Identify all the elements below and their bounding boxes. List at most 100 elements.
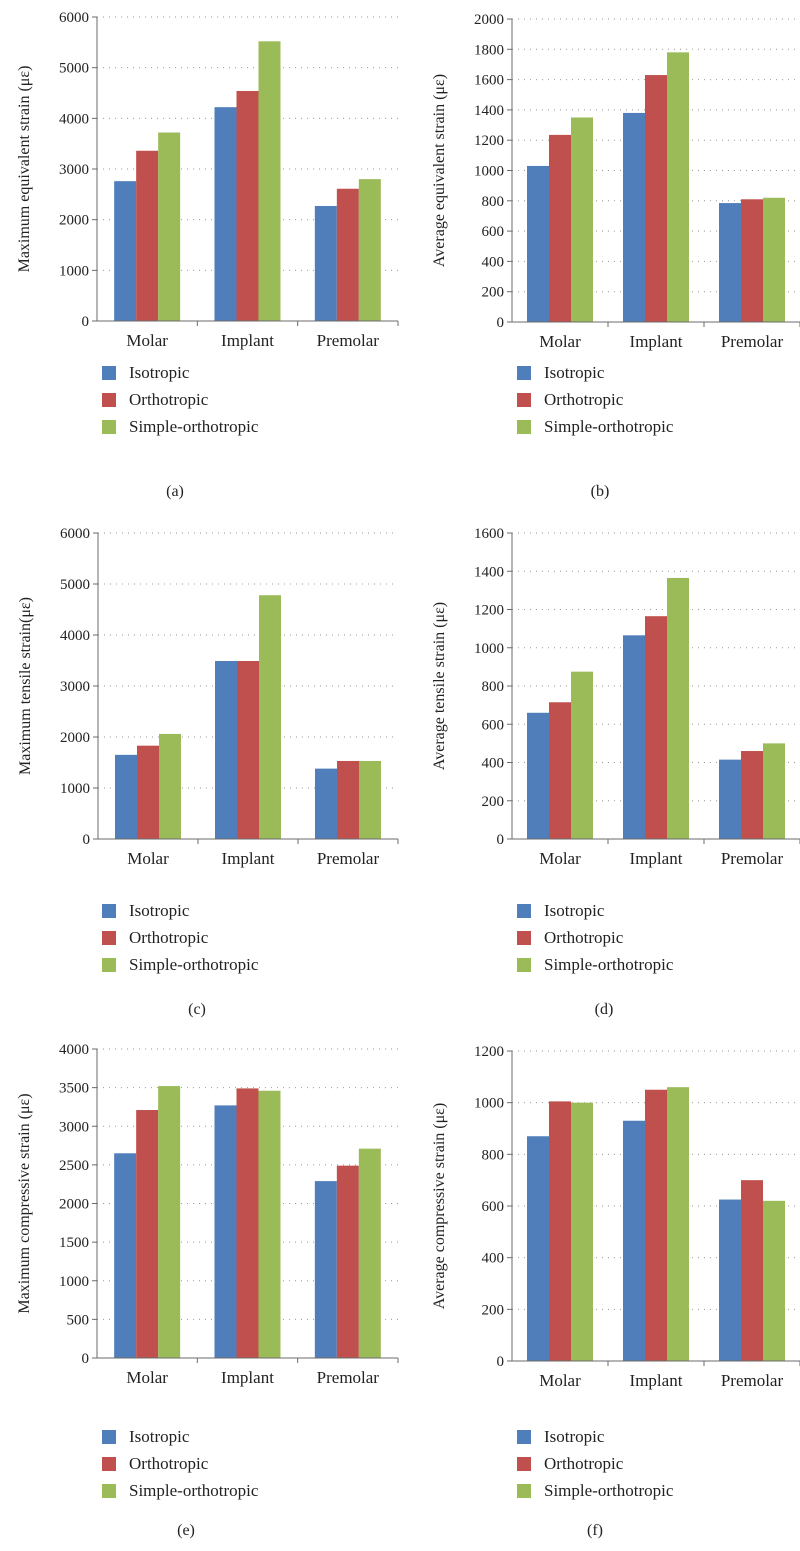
- bar-simple-orthotropic-implant: [667, 1087, 689, 1361]
- legend-swatch-simple-orthotropic: [517, 420, 531, 434]
- panel-caption: (e): [177, 1522, 195, 1539]
- x-tick-label: Implant: [221, 1368, 274, 1387]
- bar-orthotropic-premolar: [337, 760, 359, 839]
- legend-swatch-isotropic: [517, 1430, 531, 1444]
- bar-simple-orthotropic-implant: [667, 577, 689, 839]
- y-axis-title: Average compressive strain (με): [431, 1103, 448, 1309]
- panel-caption: (c): [188, 1001, 206, 1018]
- panel-caption: (b): [591, 483, 610, 500]
- y-axis-title: Maximum equivalent strain (με): [16, 66, 33, 273]
- y-tick-label: 2000: [59, 1197, 89, 1213]
- chart-panel-c: 0 1000 2000 3000 4000 5000 6000 Molar Implant Pre…: [17, 526, 399, 1018]
- legend-label: Orthotropic: [544, 928, 624, 947]
- y-tick-label: 2000: [60, 730, 90, 746]
- bar-simple-orthotropic-molar: [571, 1102, 593, 1361]
- legend-label: Simple-orthotropic: [544, 955, 674, 974]
- y-tick-label: 600: [482, 1199, 505, 1215]
- y-tick-label: 1500: [59, 1235, 89, 1251]
- legend-label: Simple-orthotropic: [544, 1481, 674, 1500]
- bar-orthotropic-implant: [645, 75, 667, 323]
- x-tick-label: Implant: [630, 332, 683, 351]
- bar-isotropic-premolar: [719, 759, 741, 839]
- bar-simple-orthotropic-molar: [571, 671, 593, 839]
- y-tick-label: 400: [482, 1251, 505, 1267]
- x-tick-label: Molar: [126, 331, 168, 350]
- bar-isotropic-premolar: [719, 203, 741, 322]
- bar-orthotropic-implant: [645, 616, 667, 839]
- legend-label: Orthotropic: [544, 1454, 624, 1473]
- legend-label: Simple-orthotropic: [129, 955, 259, 974]
- x-tick-label: Premolar: [721, 1371, 784, 1390]
- legend-swatch-orthotropic: [517, 393, 531, 407]
- chart-panel-e: 0 500 1000 1500 2000 2500 3000 3500 4000 Molar Imp…: [16, 1042, 399, 1539]
- bar-simple-orthotropic-premolar: [763, 197, 785, 322]
- bar-orthotropic-implant: [236, 90, 259, 322]
- y-tick-label: 800: [482, 194, 505, 210]
- bar-isotropic-molar: [114, 181, 137, 321]
- y-tick-label: 0: [82, 1351, 90, 1367]
- y-tick-label: 4000: [59, 1042, 89, 1058]
- chart-panel-b: 0 200 400 600 800 1000 1200 1400 1600 1800 2000 Mol…: [431, 12, 800, 500]
- bar-simple-orthotropic-premolar: [358, 1148, 381, 1358]
- y-tick-label: 1000: [59, 1274, 89, 1290]
- x-tick-label: Implant: [221, 331, 274, 350]
- bar-isotropic-implant: [215, 661, 237, 839]
- y-tick-label: 1200: [474, 1044, 504, 1060]
- legend-label: Isotropic: [544, 363, 605, 382]
- bar-orthotropic-molar: [137, 745, 159, 839]
- legend-label: Orthotropic: [544, 390, 624, 409]
- bar-isotropic-implant: [623, 1120, 645, 1361]
- x-tick-label: Implant: [630, 849, 683, 868]
- legend-swatch-isotropic: [102, 1430, 116, 1444]
- legend-swatch-isotropic: [102, 904, 116, 918]
- bar-orthotropic-molar: [136, 1110, 159, 1358]
- bar-orthotropic-premolar: [336, 1165, 359, 1358]
- bar-simple-orthotropic-molar: [571, 117, 593, 322]
- legend-label: Simple-orthotropic: [129, 417, 259, 436]
- y-tick-label: 200: [482, 285, 505, 301]
- panel-caption: (f): [587, 1522, 603, 1539]
- x-tick-label: Molar: [539, 332, 581, 351]
- legend-label: Isotropic: [544, 1427, 605, 1446]
- y-tick-label: 1000: [60, 781, 90, 797]
- legend-swatch-orthotropic: [102, 931, 116, 945]
- legend-label: Orthotropic: [129, 1454, 209, 1473]
- bar-orthotropic-premolar: [741, 1180, 763, 1361]
- x-tick-label: Molar: [127, 849, 169, 868]
- bar-simple-orthotropic-molar: [159, 733, 181, 839]
- y-tick-label: 0: [83, 832, 91, 848]
- legend-swatch-orthotropic: [517, 931, 531, 945]
- legend-swatch-orthotropic: [102, 1457, 116, 1471]
- y-tick-label: 0: [497, 832, 505, 848]
- y-tick-label: 6000: [59, 10, 89, 26]
- y-tick-label: 400: [482, 756, 505, 772]
- legend-label: Isotropic: [129, 1427, 190, 1446]
- y-tick-label: 2000: [59, 213, 89, 229]
- y-axis-title: Maximum compressive strain (με): [16, 1093, 33, 1313]
- bar-isotropic-implant: [623, 112, 645, 323]
- y-tick-label: 0: [82, 314, 90, 330]
- bar-simple-orthotropic-premolar: [763, 743, 785, 839]
- legend-swatch-isotropic: [102, 366, 116, 380]
- bar-orthotropic-implant: [645, 1089, 667, 1361]
- bar-isotropic-implant: [214, 107, 237, 321]
- legend-swatch-orthotropic: [517, 1457, 531, 1471]
- y-tick-label: 1400: [474, 564, 504, 580]
- bar-simple-orthotropic-premolar: [763, 1200, 785, 1361]
- x-tick-label: Molar: [539, 1371, 581, 1390]
- bar-isotropic-premolar: [719, 1199, 741, 1361]
- y-tick-label: 1000: [474, 1096, 504, 1112]
- bar-orthotropic-molar: [549, 1101, 571, 1361]
- x-tick-label: Premolar: [721, 849, 784, 868]
- legend-swatch-isotropic: [517, 366, 531, 380]
- bar-isotropic-molar: [527, 1136, 549, 1361]
- x-tick-label: Premolar: [317, 1368, 380, 1387]
- bar-simple-orthotropic-implant: [258, 1090, 281, 1358]
- y-axis-title: Average tensile strain (με): [431, 602, 448, 770]
- legend-label: Simple-orthotropic: [544, 417, 674, 436]
- y-tick-label: 3000: [60, 679, 90, 695]
- panel-caption: (d): [595, 1001, 614, 1018]
- y-tick-label: 1400: [474, 103, 504, 119]
- y-tick-label: 3000: [59, 1119, 89, 1135]
- bar-orthotropic-premolar: [741, 199, 763, 322]
